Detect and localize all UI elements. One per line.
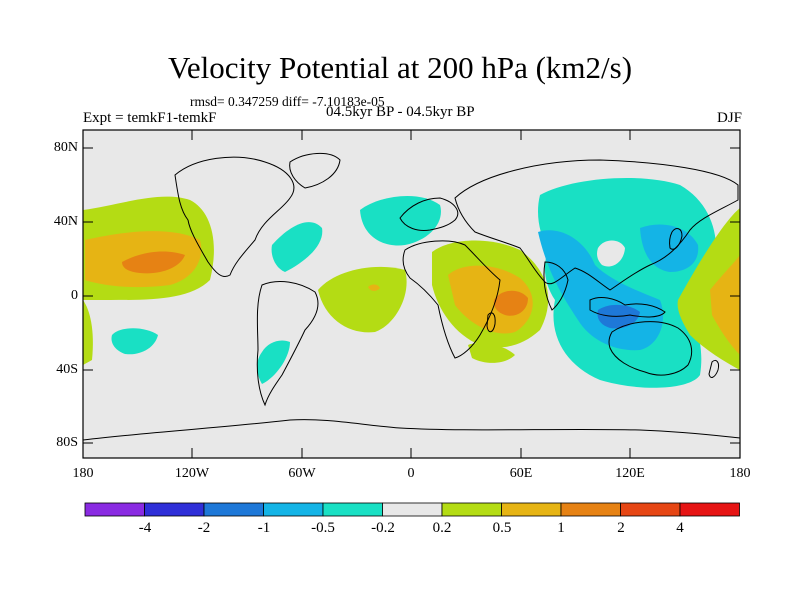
lon-label-60e: 60E xyxy=(509,466,533,481)
field-region-pacific-dark xyxy=(122,251,185,274)
coastline-asia xyxy=(454,159,739,291)
lat-label-40n: 40N xyxy=(53,214,78,229)
colorbar-box-8 xyxy=(560,502,621,517)
colorbar-box-7 xyxy=(501,502,562,517)
coastline-japan xyxy=(669,228,683,250)
experiment-label: Expt = temkF1-temkF xyxy=(83,110,217,126)
colorbar-label-7: 1 xyxy=(557,520,565,536)
field-region-africa-orange xyxy=(448,265,533,334)
coastline-madagascar xyxy=(486,312,496,333)
field-region-europe-negative xyxy=(360,195,441,246)
lon-label-0: 0 xyxy=(407,466,415,481)
colorbar-box-2 xyxy=(203,502,264,517)
field-region-africa-dark xyxy=(493,290,528,316)
colorbar-box-9 xyxy=(620,502,681,517)
field-region-africa-south-positive xyxy=(468,343,515,363)
coastline-africa xyxy=(402,240,501,359)
field-region-west-positive-tail xyxy=(83,300,93,365)
field-region-south-pacific-negative xyxy=(111,328,158,355)
colorbar-box-1 xyxy=(144,502,205,517)
field-region-asia-gap xyxy=(597,240,625,267)
coastline-greenland xyxy=(289,153,341,189)
field-region-japan-blue xyxy=(640,224,699,272)
lat-label-40s: 40S xyxy=(56,362,78,377)
season-label: DJF xyxy=(716,110,742,126)
lon-label-180w: 180 xyxy=(72,466,94,481)
coastline-south-america xyxy=(256,281,319,407)
coastline-maritime xyxy=(589,297,666,318)
stats-text: rmsd= 0.347259 diff= -7.10183e-05 xyxy=(190,94,385,109)
coastline-australia xyxy=(608,321,693,376)
colorbar-label-5: 0.2 xyxy=(432,520,452,536)
lon-label-120w: 120W xyxy=(174,466,210,481)
colorbar-label-8: 2 xyxy=(617,520,625,536)
colorbar-label-2: -1 xyxy=(257,520,271,536)
colorbar xyxy=(84,502,740,517)
field-region-south-america-negative xyxy=(257,340,290,384)
coastline-antarctica xyxy=(83,419,740,441)
coastline-new-zealand xyxy=(708,359,719,378)
map-title: Velocity Potential at 200 hPa (km2/s) xyxy=(167,50,633,85)
field-region-atlantic-positive xyxy=(318,266,407,333)
field-region-atlantic-negative xyxy=(271,222,323,272)
colorbar-label-6: 0.5 xyxy=(492,520,512,536)
lon-label-120e: 120E xyxy=(615,466,645,481)
axis-ticks xyxy=(82,130,741,458)
velocity-potential-field xyxy=(83,177,740,388)
lat-label-0: 0 xyxy=(71,288,78,303)
colorbar-label-1: -2 xyxy=(197,520,211,536)
field-region-atlantic-spot xyxy=(368,284,380,291)
coastline-india xyxy=(543,261,569,311)
period-label: 04.5kyr BP - 04.5kyr BP xyxy=(326,104,475,120)
lon-label-60w: 60W xyxy=(288,466,316,481)
colorbar-box-6 xyxy=(441,502,502,517)
lat-label-80n: 80N xyxy=(53,140,78,155)
colorbar-box-10 xyxy=(679,502,740,517)
colorbar-box-0 xyxy=(84,502,145,517)
colorbar-label-0: -4 xyxy=(138,520,152,536)
coastline-north-america xyxy=(174,156,295,277)
lon-label-180e: 180 xyxy=(729,466,751,481)
colorbar-label-3: -0.5 xyxy=(311,520,335,536)
colorbar-box-3 xyxy=(263,502,324,517)
colorbar-box-4 xyxy=(322,502,383,517)
colorbar-label-4: -0.2 xyxy=(371,520,395,536)
coastlines xyxy=(83,153,740,441)
lat-label-80s: 80S xyxy=(56,435,78,450)
field-region-east-pacific-orange xyxy=(710,255,740,355)
colorbar-label-9: 4 xyxy=(676,520,684,536)
coastline-europe xyxy=(399,197,459,231)
colorbar-box-5 xyxy=(382,502,443,517)
